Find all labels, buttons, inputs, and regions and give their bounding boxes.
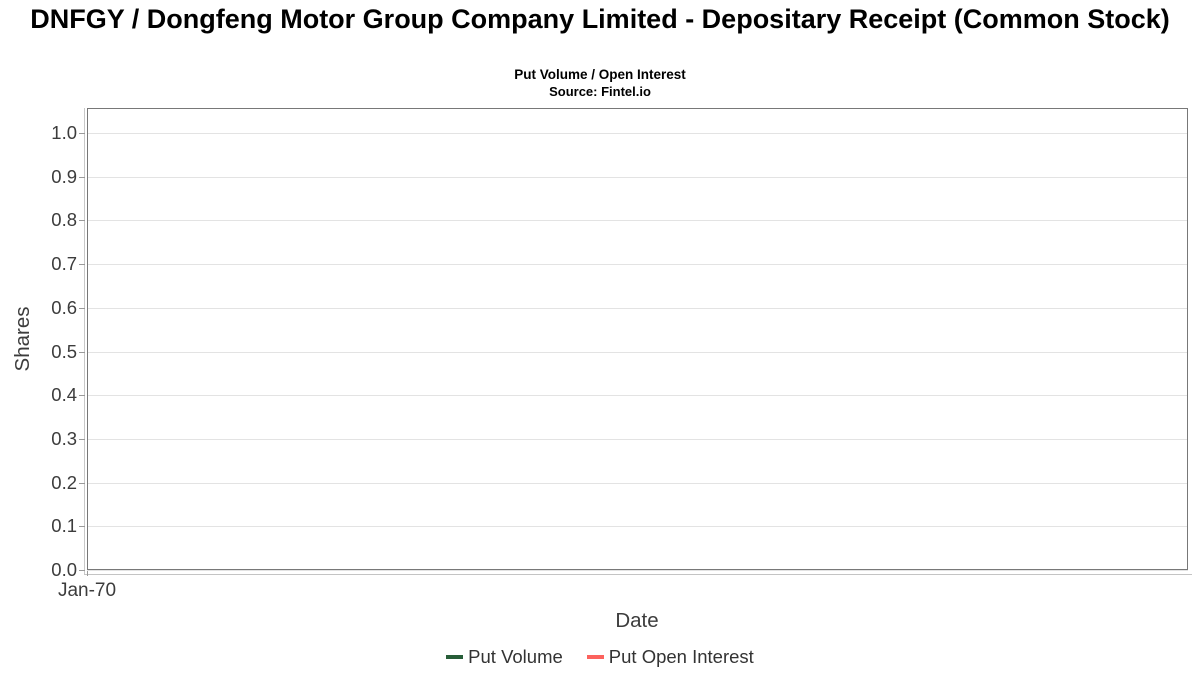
- y-tick-label: 0.7: [51, 253, 77, 274]
- y-axis-line: [84, 108, 85, 575]
- chart-title: DNFGY / Dongfeng Motor Group Company Lim…: [30, 4, 1170, 34]
- gridline: [87, 526, 1188, 527]
- gridline: [87, 220, 1188, 221]
- legend-item: Put Open Interest: [586, 646, 754, 668]
- y-tick-label: 0.9: [51, 166, 77, 187]
- legend-label: Put Volume: [468, 646, 563, 667]
- gridline: [87, 483, 1188, 484]
- y-axis-title: Shares: [11, 306, 34, 372]
- gridline: [87, 308, 1188, 309]
- y-tick-mark: [79, 570, 85, 571]
- gridline: [87, 133, 1188, 134]
- y-tick-mark: [79, 483, 85, 484]
- y-tick-mark: [79, 220, 85, 221]
- y-tick-mark: [79, 526, 85, 527]
- chart-subtitle: Put Volume / Open Interest: [514, 67, 686, 82]
- y-tick-mark: [79, 308, 85, 309]
- y-tick-mark: [79, 133, 85, 134]
- y-tick-mark: [79, 395, 85, 396]
- legend-line-swatch: [586, 655, 604, 659]
- y-tick-label: 1.0: [51, 122, 77, 143]
- legend-line-swatch: [446, 655, 464, 659]
- chart-source-caption: Source: Fintel.io: [549, 84, 651, 99]
- x-axis-line: [84, 574, 1192, 575]
- gridline: [87, 570, 1188, 571]
- legend-label: Put Open Interest: [608, 646, 754, 667]
- y-tick-label: 0.5: [51, 341, 77, 362]
- y-tick-label: 0.6: [51, 297, 77, 318]
- plot-area: [87, 108, 1188, 571]
- legend: Put Volume Put Open Interest: [0, 646, 1200, 668]
- x-tick-label: Jan-70: [57, 580, 117, 601]
- gridline: [87, 264, 1188, 265]
- y-tick-mark: [79, 264, 85, 265]
- gridline: [87, 352, 1188, 353]
- x-tick-mark: [87, 571, 88, 576]
- y-tick-mark: [79, 177, 85, 178]
- x-axis-title: Date: [615, 609, 659, 632]
- y-tick-label: 0.4: [51, 384, 77, 405]
- y-tick-label: 0.8: [51, 209, 77, 230]
- y-tick-label: 0.0: [51, 559, 77, 580]
- y-tick-label: 0.2: [51, 472, 77, 493]
- gridline: [87, 439, 1188, 440]
- y-tick-mark: [79, 439, 85, 440]
- legend-item: Put Volume: [446, 646, 563, 668]
- gridline: [87, 395, 1188, 396]
- y-tick-label: 0.3: [51, 428, 77, 449]
- gridline: [87, 177, 1188, 178]
- y-tick-label: 0.1: [51, 515, 77, 536]
- y-tick-mark: [79, 352, 85, 353]
